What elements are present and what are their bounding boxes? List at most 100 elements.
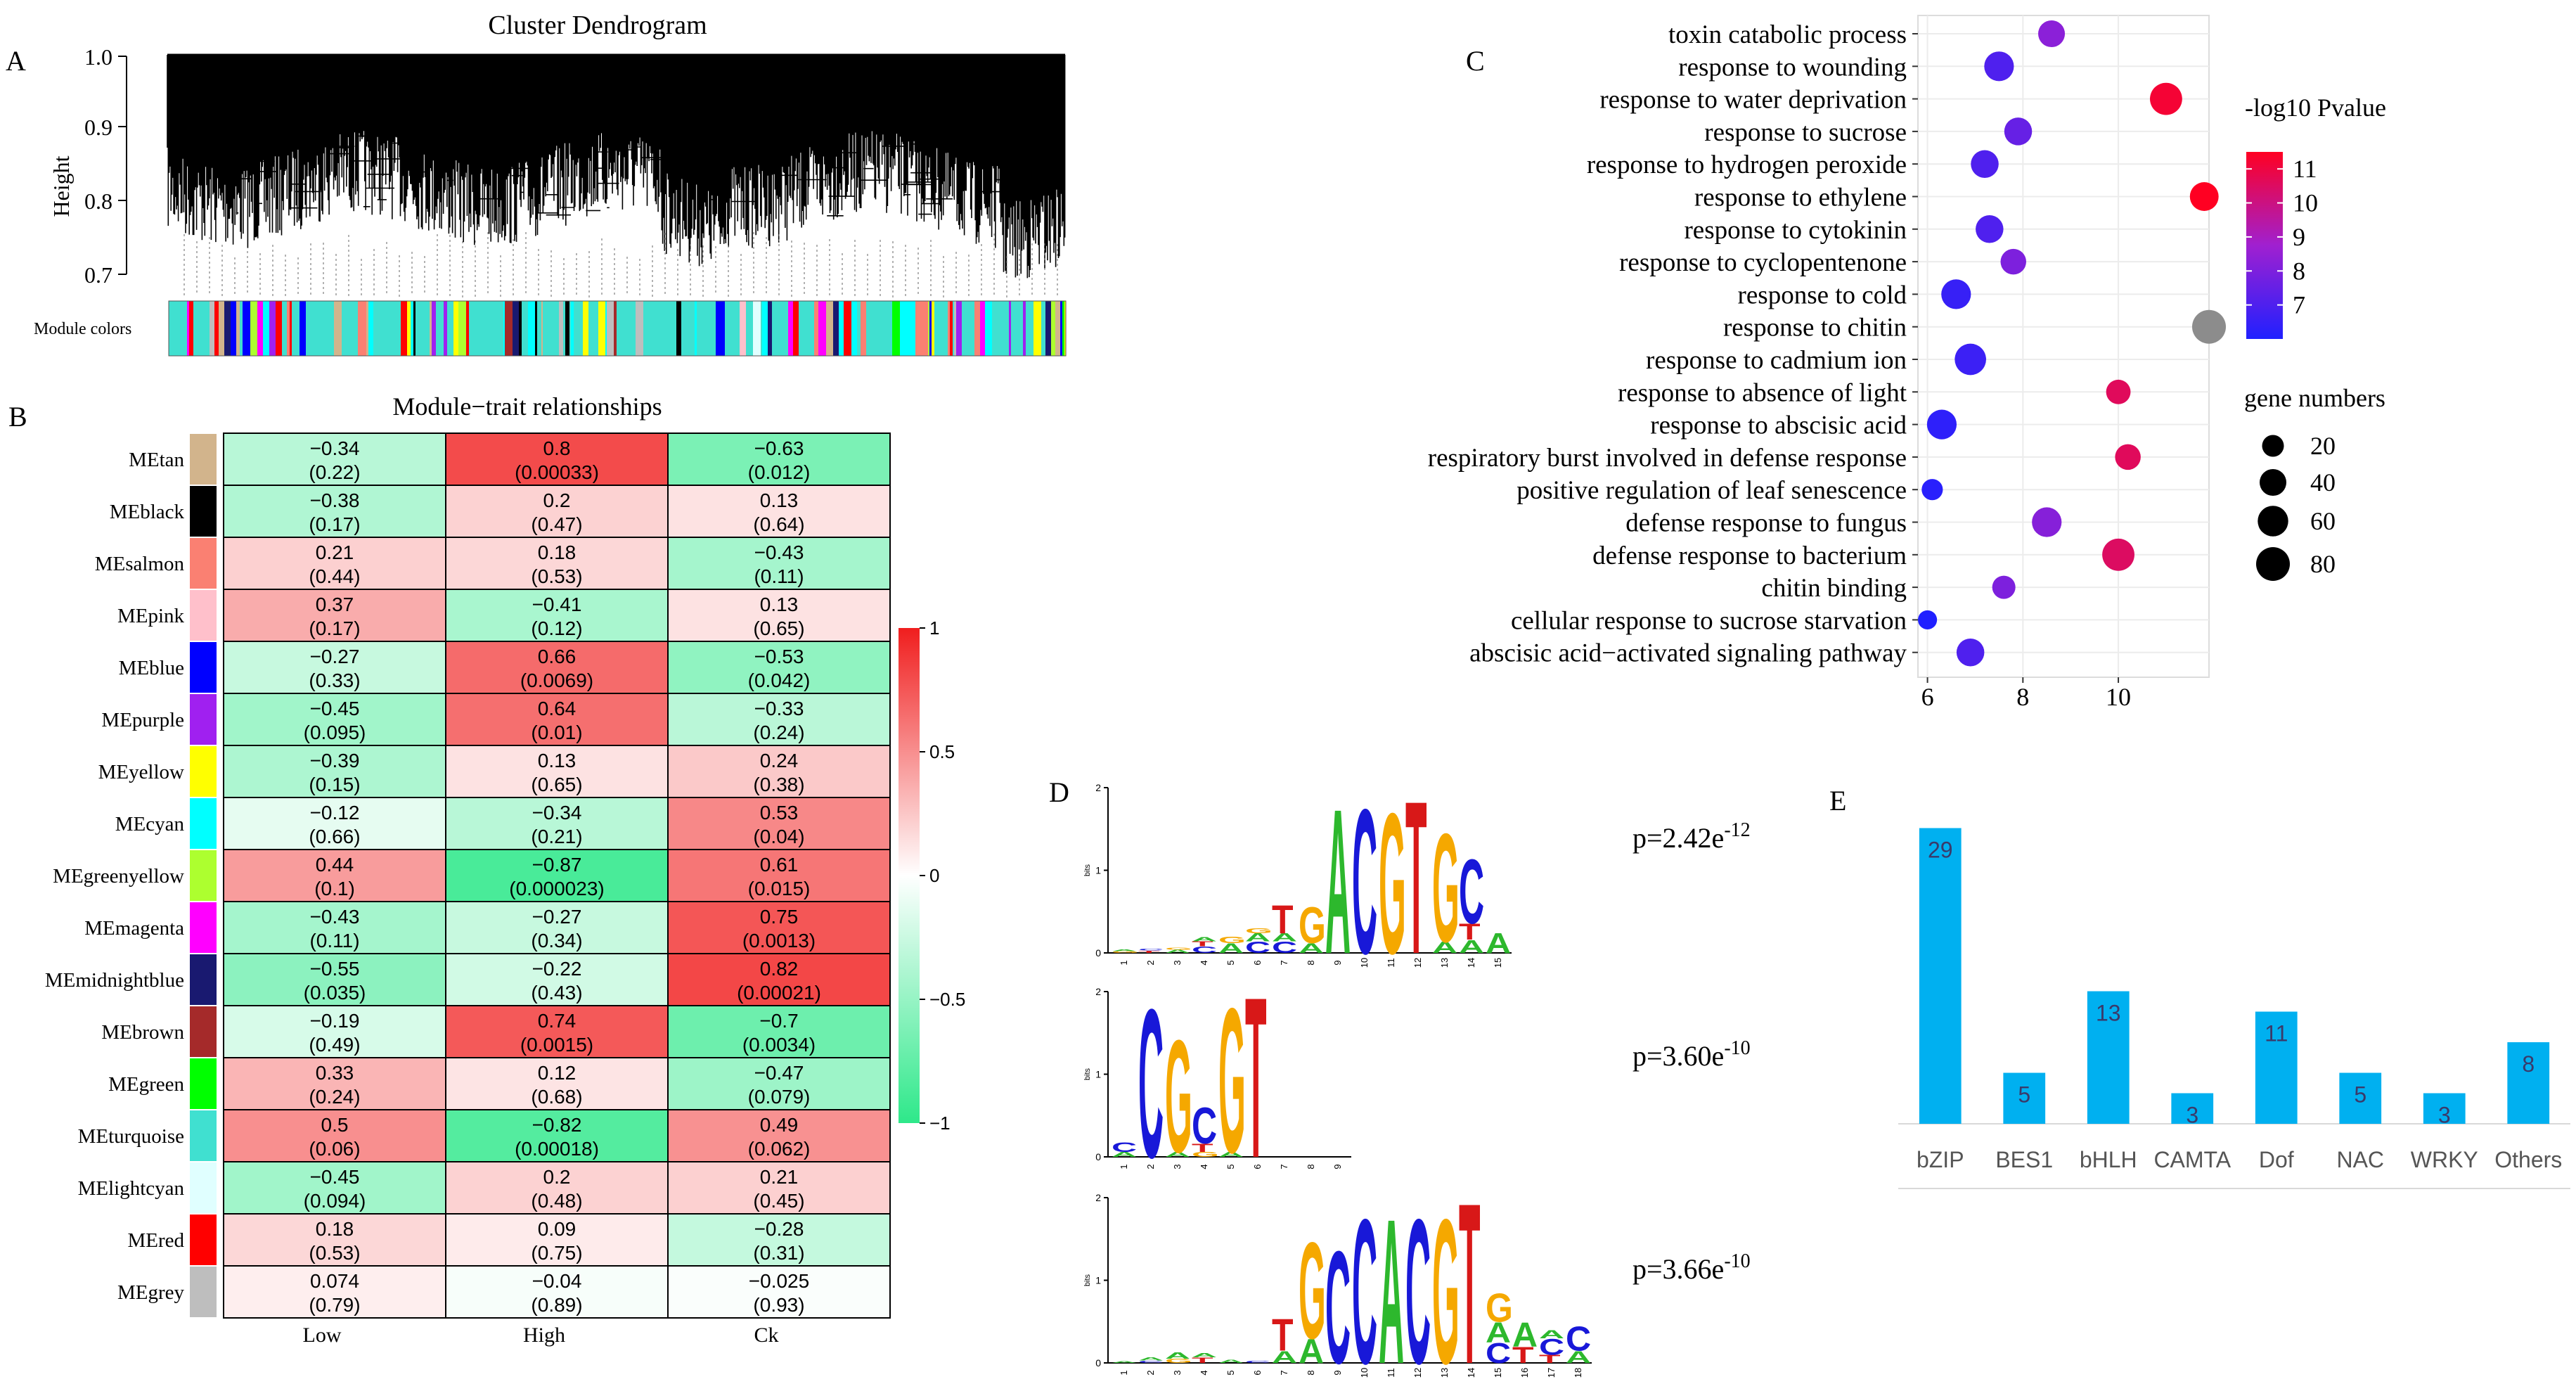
bar [2507, 1042, 2550, 1124]
logo-position-label: 13 [1439, 958, 1450, 968]
logo-position-label: 5 [1225, 1370, 1236, 1375]
logo-letter: A [1165, 949, 1190, 954]
enrichment-dot [1941, 279, 1971, 309]
logo-position-label: 1 [1119, 1164, 1129, 1169]
logo-letter: C [1539, 1334, 1564, 1359]
cell-correlation: −0.87 [532, 854, 582, 876]
colorbar-gradient-rect [899, 628, 920, 1123]
logo-y-label: bits [1083, 1274, 1092, 1286]
logo-letter: C [1405, 1176, 1431, 1384]
cell-correlation: 0.074 [310, 1270, 359, 1292]
size-legend-dot [2259, 468, 2287, 496]
module-color-segment [487, 301, 503, 356]
logo-letter: A [1512, 1316, 1538, 1354]
module-color-segment [866, 301, 874, 356]
colorbar-tick-label: −1 [929, 1113, 951, 1134]
module-color-segment [934, 301, 936, 356]
logo-letter: G [1432, 801, 1460, 975]
heatmap-cell [445, 693, 669, 746]
logo-letter: A [1539, 1328, 1564, 1340]
module-color-segment [788, 301, 793, 356]
module-color-segment [833, 301, 839, 356]
go-term-label: response to sucrose [1704, 118, 1907, 147]
enrichment-dot [1971, 150, 1999, 178]
enrichment-dot [2115, 444, 2141, 470]
module-color-segment [189, 301, 193, 356]
row-label: MEred [127, 1229, 184, 1252]
module-swatch [190, 902, 217, 953]
module-color-segment [243, 301, 250, 356]
module-swatch [190, 590, 217, 641]
colorbar-tick-label: 1 [929, 617, 939, 639]
logo-position-label: 8 [1306, 960, 1316, 965]
cell-pvalue: (0.094) [304, 1190, 366, 1212]
cell-pvalue: (0.17) [309, 513, 360, 535]
row-label: MEsalmon [95, 553, 185, 575]
module-color-segment [169, 301, 187, 356]
dot-legend-bar [2246, 152, 2283, 339]
module-color-segment [740, 301, 746, 356]
module-color-segment [276, 301, 282, 356]
module-color-segment [1062, 301, 1064, 356]
bar-value-label: 3 [2438, 1103, 2451, 1128]
cell-correlation: −0.27 [310, 646, 360, 667]
logo-letter: A [1165, 1151, 1190, 1158]
logo-letter: C [1192, 1098, 1217, 1155]
module-color-segment [762, 301, 768, 356]
module-color-segment [718, 301, 725, 356]
module-color-segment [458, 301, 466, 356]
enrichment-dot [2038, 20, 2066, 48]
row-label: MElightcyan [78, 1177, 185, 1200]
module-color-segment [716, 301, 718, 356]
heatmap-cell [667, 1005, 891, 1058]
cell-correlation: 0.66 [538, 646, 577, 667]
logo-letter: G [1432, 1176, 1460, 1384]
dendrogram-tree [167, 53, 1066, 297]
enrichment-dot [1954, 343, 1986, 376]
module-color-segment [236, 301, 240, 356]
module-color-segment [1041, 301, 1045, 356]
cell-pvalue: (0.75) [531, 1242, 582, 1264]
heatmap-cell [223, 1213, 446, 1267]
logo-letter: C [1245, 939, 1270, 956]
module-color-segment [430, 301, 432, 356]
cell-pvalue: (0.49) [309, 1034, 360, 1056]
module-swatch [190, 694, 217, 745]
cell-pvalue: (0.47) [531, 513, 582, 535]
logo-position-label: 9 [1332, 1164, 1343, 1169]
logo-letter: G [1299, 897, 1326, 954]
module-color-segment [992, 301, 1007, 356]
row-label: MEyellow [98, 761, 184, 783]
cell-correlation: 0.2 [543, 1166, 571, 1188]
module-color-segment [1064, 301, 1066, 356]
module-color-segment [334, 301, 342, 356]
logo-letter: C [1138, 965, 1164, 1203]
logo-letter: G [1379, 771, 1406, 996]
bar-category-label: NAC [2336, 1147, 2384, 1172]
enrichment-dot [1992, 575, 2016, 599]
logo-position-label: 3 [1172, 1164, 1183, 1169]
cell-correlation: −0.7 [759, 1010, 798, 1032]
dendrogram-branches [167, 55, 1066, 278]
cell-pvalue: (0.64) [753, 513, 804, 535]
module-color-segment [1045, 301, 1051, 356]
module-color-segment [300, 301, 306, 356]
logo-y-tick-label: 2 [1095, 782, 1101, 793]
size-legend-dot [2256, 547, 2290, 581]
cell-pvalue: (0.66) [309, 826, 360, 847]
heatmap-cell [667, 1057, 891, 1110]
panel-b-label: B [8, 401, 27, 432]
column-label: Low [303, 1324, 342, 1347]
module-color-segment [559, 301, 563, 356]
heatmap-cell [445, 1109, 669, 1162]
module-color-segment [469, 301, 487, 356]
module-color-segment [319, 301, 334, 356]
logo-y-tick-label: 0 [1095, 1357, 1101, 1369]
module-color-segment [980, 301, 985, 356]
module-swatch [190, 434, 217, 485]
cell-pvalue: (0.24) [753, 722, 804, 743]
logo-letter: C [1112, 1140, 1137, 1155]
cell-correlation: 0.18 [538, 542, 577, 563]
